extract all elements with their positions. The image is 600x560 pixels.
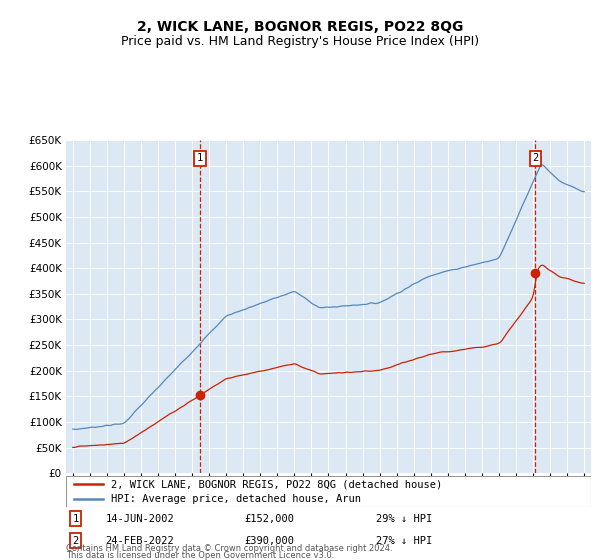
- Text: £152,000: £152,000: [245, 514, 295, 524]
- Text: Price paid vs. HM Land Registry's House Price Index (HPI): Price paid vs. HM Land Registry's House …: [121, 35, 479, 48]
- Text: 1: 1: [73, 514, 79, 524]
- Text: 2: 2: [73, 536, 79, 545]
- Text: 2: 2: [532, 153, 538, 164]
- Text: 14-JUN-2002: 14-JUN-2002: [106, 514, 174, 524]
- Text: 24-FEB-2022: 24-FEB-2022: [106, 536, 174, 545]
- Text: HPI: Average price, detached house, Arun: HPI: Average price, detached house, Arun: [110, 494, 361, 504]
- Text: 27% ↓ HPI: 27% ↓ HPI: [376, 536, 432, 545]
- Text: 2, WICK LANE, BOGNOR REGIS, PO22 8QG (detached house): 2, WICK LANE, BOGNOR REGIS, PO22 8QG (de…: [110, 479, 442, 489]
- Text: 29% ↓ HPI: 29% ↓ HPI: [376, 514, 432, 524]
- Text: Contains HM Land Registry data © Crown copyright and database right 2024.: Contains HM Land Registry data © Crown c…: [66, 544, 392, 553]
- FancyBboxPatch shape: [66, 476, 591, 507]
- Text: 2, WICK LANE, BOGNOR REGIS, PO22 8QG: 2, WICK LANE, BOGNOR REGIS, PO22 8QG: [137, 20, 463, 34]
- Text: 1: 1: [197, 153, 203, 164]
- Text: This data is licensed under the Open Government Licence v3.0.: This data is licensed under the Open Gov…: [66, 551, 334, 560]
- Text: £390,000: £390,000: [245, 536, 295, 545]
